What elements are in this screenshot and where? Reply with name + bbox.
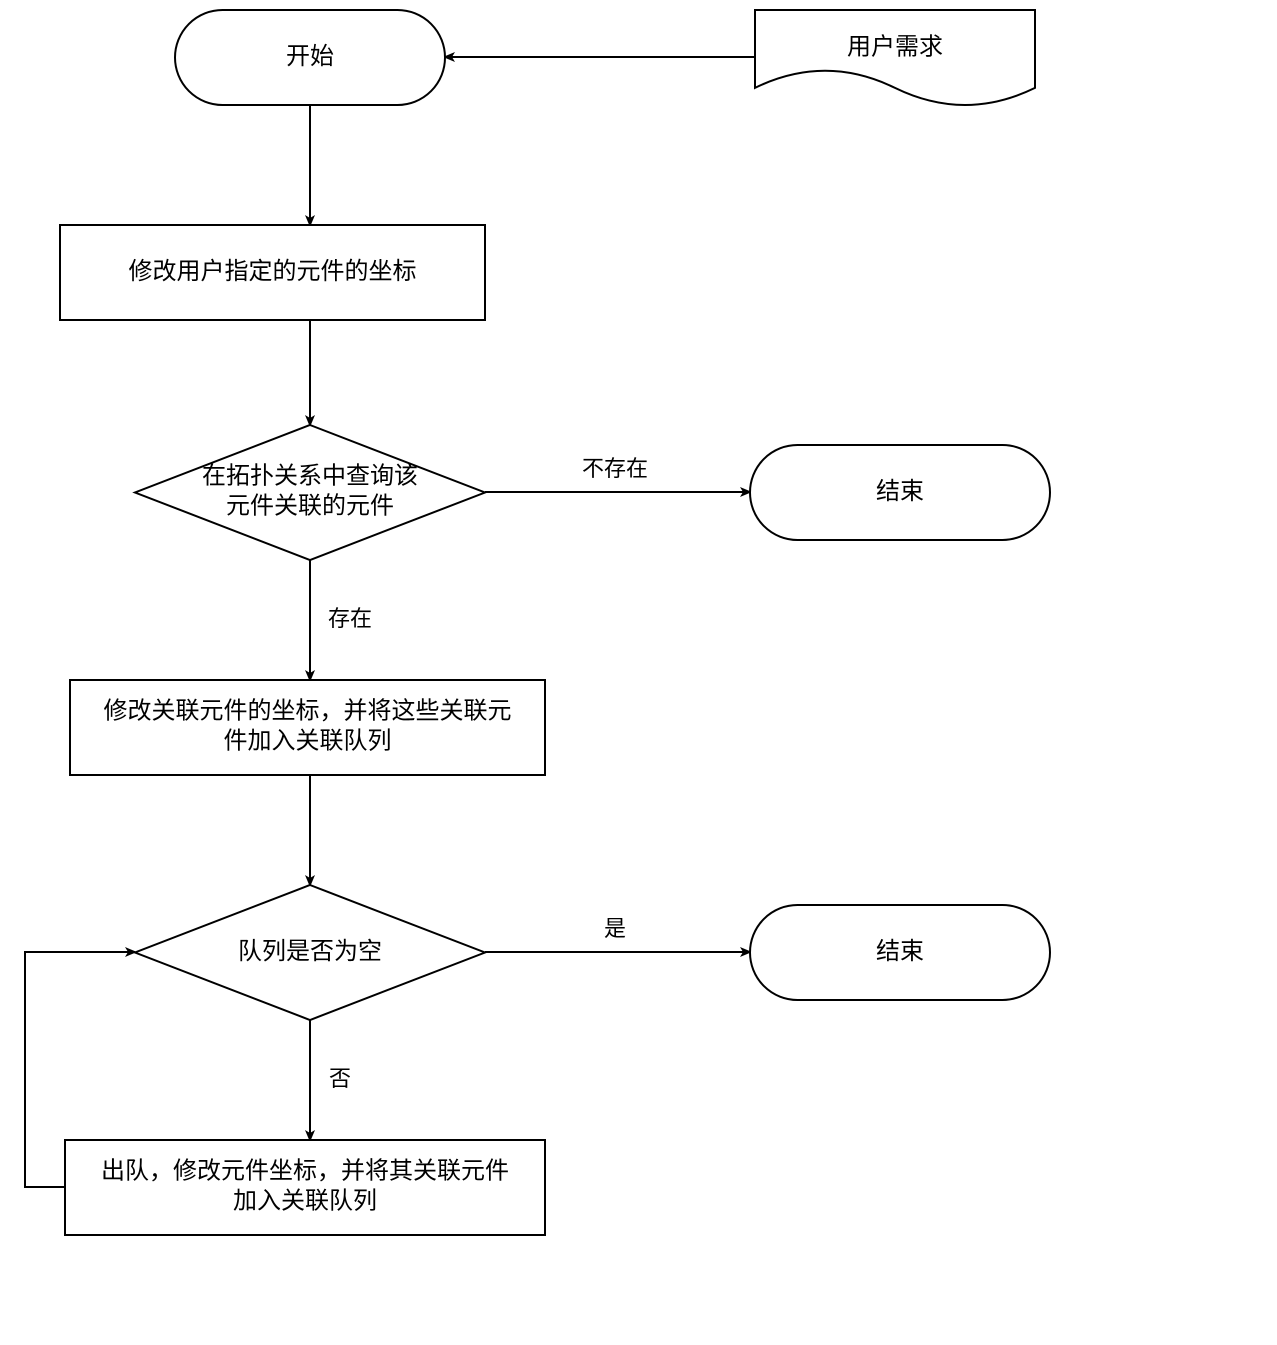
node-p1: 修改用户指定的元件的坐标 xyxy=(60,225,485,320)
svg-text:用户需求: 用户需求 xyxy=(847,33,943,60)
edge-label-4: 存在 xyxy=(328,606,372,631)
edge-label-3: 不存在 xyxy=(582,456,648,481)
node-d2: 队列是否为空 xyxy=(135,885,485,1020)
edge-label-7: 否 xyxy=(329,1066,351,1091)
svg-text:结束: 结束 xyxy=(876,478,924,505)
svg-text:队列是否为空: 队列是否为空 xyxy=(238,938,382,965)
node-end1: 结束 xyxy=(750,445,1050,540)
node-start: 开始 xyxy=(175,10,445,105)
svg-text:修改用户指定的元件的坐标: 修改用户指定的元件的坐标 xyxy=(129,258,417,285)
node-p2: 修改关联元件的坐标，并将这些关联元件加入关联队列 xyxy=(70,680,545,775)
node-userreq: 用户需求 xyxy=(755,10,1035,105)
svg-text:结束: 结束 xyxy=(876,938,924,965)
node-end2: 结束 xyxy=(750,905,1050,1000)
flowchart-canvas: 不存在存在是否 开始 用户需求修改用户指定的元件的坐标在拓扑关系中查询该元件关联的元… xyxy=(0,0,1277,1345)
node-d1: 在拓扑关系中查询该元件关联的元件 xyxy=(135,425,485,560)
edge-label-6: 是 xyxy=(604,916,626,941)
svg-text:开始: 开始 xyxy=(286,43,334,70)
node-p3: 出队，修改元件坐标，并将其关联元件加入关联队列 xyxy=(65,1140,545,1235)
